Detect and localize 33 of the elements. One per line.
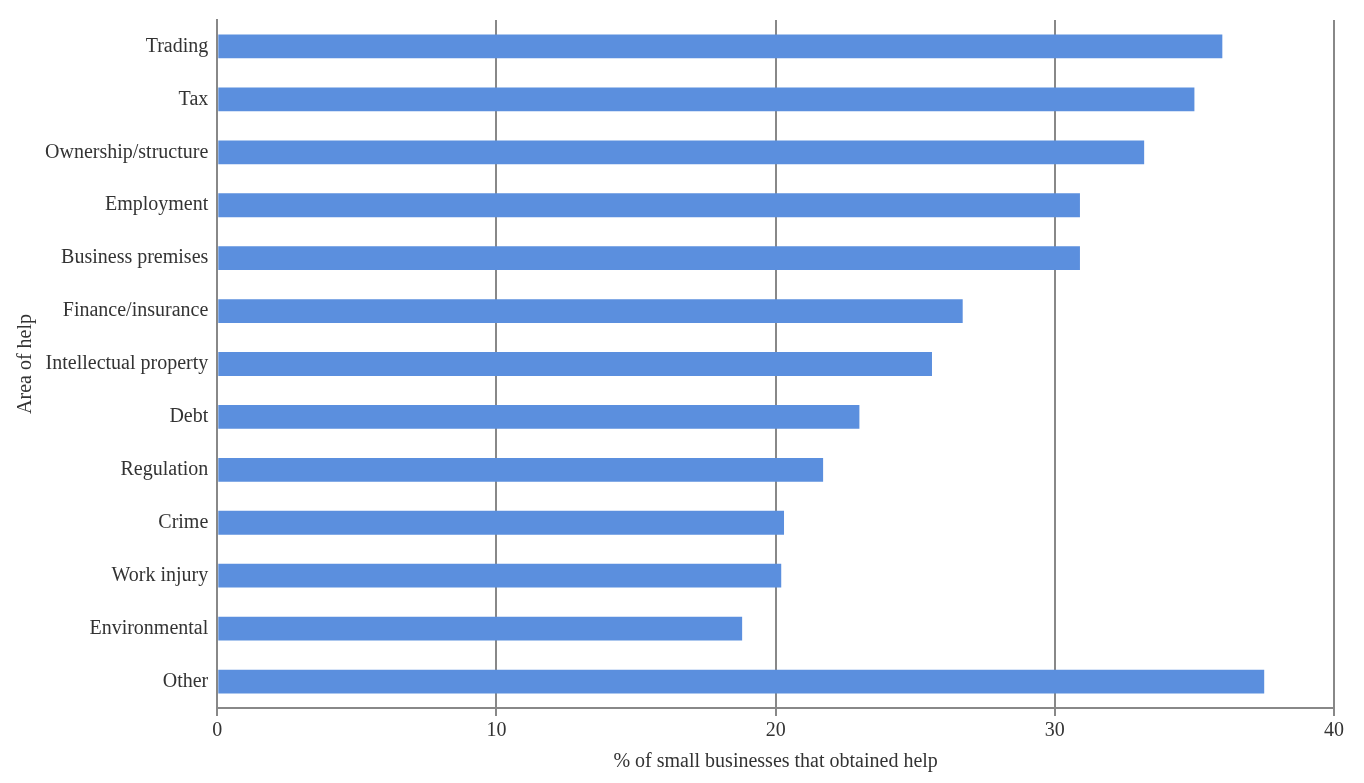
x-tick-label: 10 — [486, 718, 507, 741]
y-tick-label: Environmental — [89, 615, 209, 638]
bar — [218, 140, 1145, 165]
bar — [218, 669, 1265, 694]
x-axis-title: % of small businesses that obtained help — [613, 749, 938, 773]
y-tick-label: Business premises — [61, 245, 209, 269]
y-tick-label: Other — [162, 668, 209, 691]
y-tick-label: Intellectual property — [45, 351, 209, 375]
bar — [218, 457, 824, 482]
y-tick-label: Trading — [145, 33, 209, 57]
x-tick-label: 0 — [212, 718, 223, 741]
x-tick-label: 40 — [1324, 718, 1344, 741]
y-tick-label: Finance/insurance — [62, 298, 209, 321]
y-tick-label: Debt — [169, 404, 209, 427]
bar — [218, 299, 963, 323]
bar — [218, 87, 1195, 112]
y-tick-label: Tax — [178, 86, 209, 109]
y-tick-label: Regulation — [120, 457, 209, 481]
bar — [218, 405, 860, 429]
y-axis-title: Area of help — [13, 314, 37, 414]
x-tick-label: 20 — [765, 718, 786, 741]
bar — [218, 193, 1080, 218]
bar — [218, 246, 1080, 271]
bar — [218, 563, 782, 588]
y-tick-label: Ownership/structure — [44, 139, 209, 163]
x-tick-label: 30 — [1044, 718, 1065, 741]
bar — [218, 510, 785, 535]
bar — [218, 616, 743, 641]
y-tick-label: Work injury — [111, 562, 209, 586]
y-tick-label: Employment — [104, 192, 209, 216]
bar — [218, 352, 932, 376]
bar — [218, 34, 1223, 59]
y-tick-label: Crime — [158, 510, 209, 533]
